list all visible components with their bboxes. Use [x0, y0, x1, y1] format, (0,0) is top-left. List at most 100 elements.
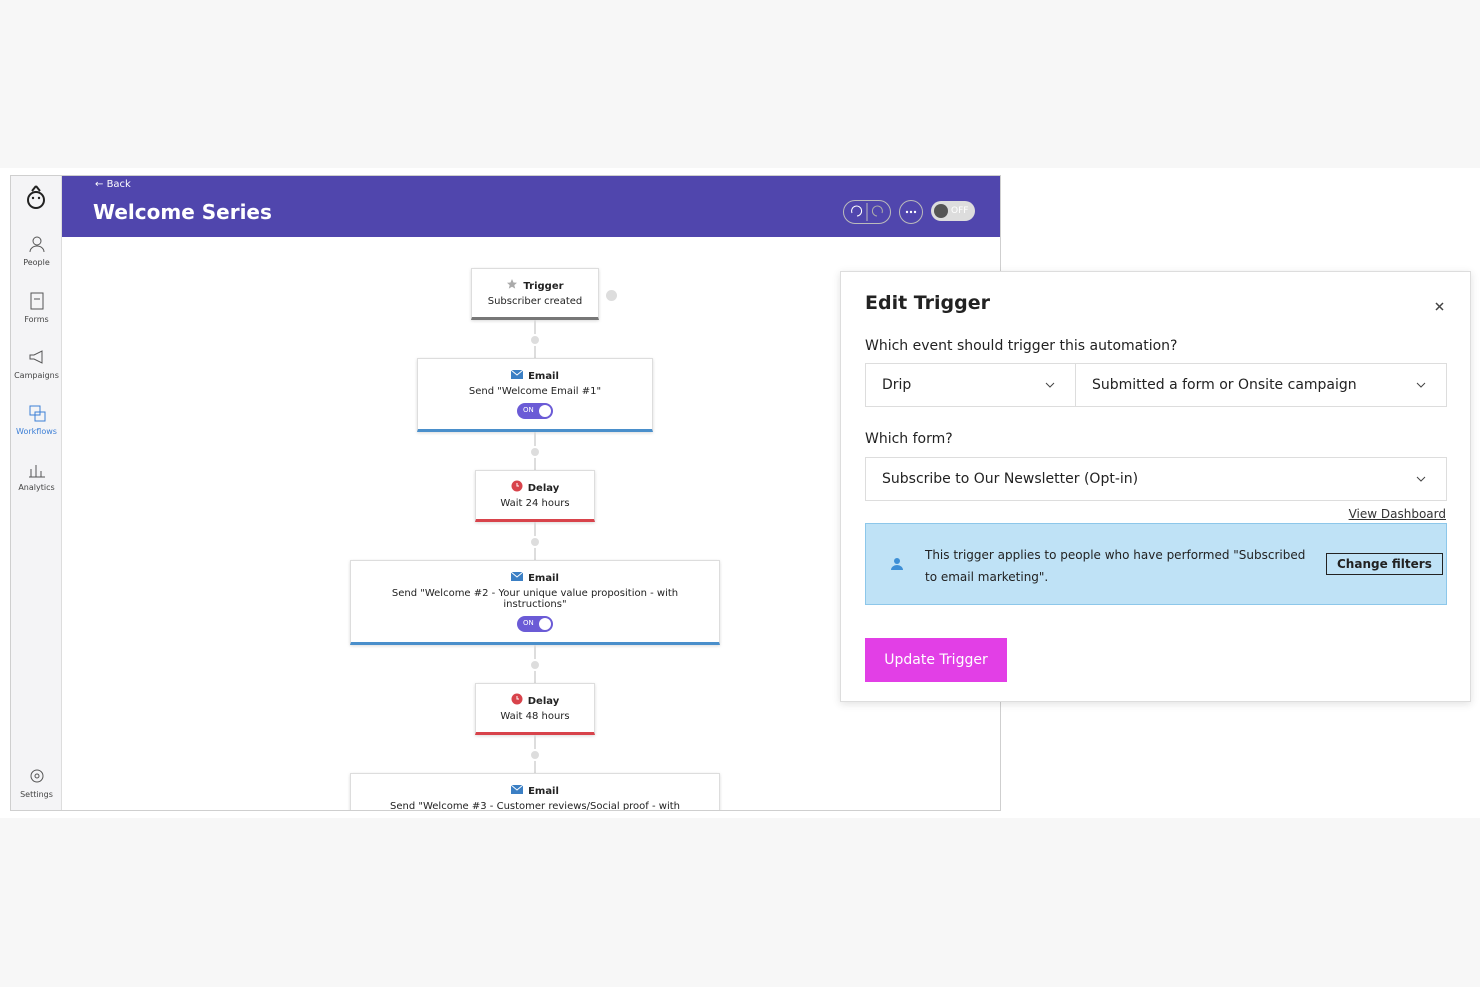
update-trigger-button[interactable]: Update Trigger — [865, 638, 1007, 682]
toggle-knob — [539, 405, 551, 417]
toggle-label: OFF — [951, 206, 969, 216]
node-icon — [510, 784, 524, 794]
node-text: Wait 48 hours — [500, 711, 570, 722]
node-icon — [511, 693, 523, 705]
event-value: Submitted a form or Onsite campaign — [1092, 377, 1357, 393]
back-text: Back — [106, 179, 131, 190]
nav-label: People — [23, 258, 50, 267]
app-window: People Forms Campaigns Workflows Analytics Se… — [10, 175, 1001, 811]
modal-title: Edit Trigger — [865, 292, 991, 314]
nav-label: Analytics — [18, 483, 55, 492]
sidebar: People Forms Campaigns Workflows Analytics Se… — [11, 176, 62, 810]
connector — [529, 735, 541, 773]
back-link[interactable]: ← Back — [95, 179, 131, 190]
close-button[interactable] — [1434, 301, 1446, 313]
add-branch[interactable] — [606, 290, 618, 301]
connector — [529, 522, 541, 560]
node-kind: Trigger — [523, 281, 564, 292]
connector — [529, 320, 541, 358]
node-icon — [511, 480, 523, 492]
add-step[interactable] — [529, 536, 541, 548]
node-heading: Email — [367, 783, 703, 797]
nav-item[interactable]: Settings — [11, 766, 62, 799]
toggle-label: ON — [523, 619, 534, 627]
event-select[interactable]: Submitted a form or Onsite campaign — [1075, 363, 1447, 407]
workflow-node[interactable]: Delay Wait 48 hours — [475, 683, 595, 735]
workflow-node[interactable]: Email Send "Welcome #2 - Your unique valu… — [350, 560, 720, 645]
node-kind: Delay — [527, 483, 560, 494]
node-icon — [510, 369, 524, 379]
person-icon — [891, 558, 903, 570]
nav-label: Forms — [24, 315, 49, 324]
add-step[interactable] — [529, 749, 541, 761]
undo-redo[interactable] — [843, 200, 891, 224]
nav-icon — [29, 236, 44, 253]
node-text: Send "Welcome Email #1" — [468, 386, 602, 397]
toggle-label: ON — [523, 406, 534, 414]
info-box: This trigger applies to people who have … — [865, 523, 1447, 605]
node-text: Send "Welcome #2 - Your unique value pro… — [391, 588, 679, 610]
workflow-node[interactable]: Delay Wait 24 hours — [475, 470, 595, 522]
header: ← Back Welcome Series OFF — [62, 176, 1000, 237]
info-text: This trigger applies to people who have … — [925, 548, 1306, 584]
node-text: Send "Welcome #3 - Customer reviews/Soci… — [390, 801, 680, 811]
chevron — [1045, 382, 1055, 388]
chevron — [1416, 382, 1426, 388]
nav-icon — [29, 350, 42, 364]
nav-icon — [30, 769, 43, 783]
nav-item[interactable]: Forms — [11, 291, 62, 324]
workflow-node[interactable]: Trigger Subscriber created — [470, 268, 618, 320]
toggle-knob — [539, 618, 551, 630]
add-step[interactable] — [529, 659, 541, 671]
nav-item[interactable]: Campaigns — [11, 347, 62, 380]
node-text: Wait 24 hours — [500, 498, 570, 509]
workflow-toggle[interactable]: OFF — [931, 201, 975, 221]
change-filters-button[interactable]: Change filters — [1326, 553, 1443, 575]
nav-label: Workflows — [16, 427, 57, 436]
connector — [529, 432, 541, 470]
workflow-canvas: Trigger Subscriber created Email Send "Welc… — [62, 237, 1000, 811]
more-icon — [905, 210, 917, 214]
nav-item[interactable]: People — [11, 234, 62, 267]
nav-item[interactable]: Workflows — [11, 403, 62, 436]
node-text: Subscriber created — [487, 296, 583, 307]
undo-redo-icons — [851, 203, 883, 221]
add-step[interactable] — [529, 334, 541, 346]
node-heading: Delay — [492, 480, 578, 494]
form-select[interactable]: Subscribe to Our Newsletter (Opt-in) — [865, 457, 1447, 501]
dashboard-link[interactable]: View Dashboard — [1348, 507, 1446, 521]
add-step[interactable] — [529, 446, 541, 458]
node-heading: Delay — [492, 693, 578, 707]
node-heading: Email — [367, 570, 703, 584]
node-toggle[interactable]: ON — [517, 403, 553, 419]
node-toggle[interactable]: ON — [517, 616, 553, 632]
workflow-title: Welcome Series — [93, 200, 272, 224]
nav-label: Settings — [20, 790, 53, 799]
chevron — [1416, 476, 1426, 482]
workflow-flow: Trigger Subscriber created Email Send "Welc… — [62, 268, 1000, 811]
form-label: Which form? — [865, 431, 953, 447]
event-type-value: Drip — [882, 377, 912, 393]
nav-item[interactable]: Analytics — [11, 459, 62, 492]
nav-icon — [28, 465, 45, 478]
node-icon — [510, 571, 524, 581]
form-value: Subscribe to Our Newsletter (Opt-in) — [882, 471, 1139, 487]
nav-icon — [29, 405, 45, 422]
node-kind: Delay — [527, 696, 560, 707]
event-type-select[interactable]: Drip — [865, 363, 1076, 407]
workflow-node[interactable]: Email Send "Welcome Email #1" ON — [417, 358, 653, 432]
connector — [529, 645, 541, 683]
more-button[interactable] — [899, 200, 923, 224]
node-kind: Email — [528, 786, 559, 797]
node-kind: Email — [528, 371, 559, 382]
edit-trigger-modal: Edit Trigger Which event should trigger … — [840, 271, 1471, 702]
logo — [27, 185, 45, 209]
node-icon — [507, 279, 518, 289]
event-question: Which event should trigger this automati… — [865, 338, 1178, 354]
node-kind: Email — [528, 573, 559, 584]
node-heading: Email — [434, 368, 636, 382]
workflow-node[interactable]: Email Send "Welcome #3 - Customer reviews… — [350, 773, 720, 811]
toggle-knob — [934, 204, 948, 218]
